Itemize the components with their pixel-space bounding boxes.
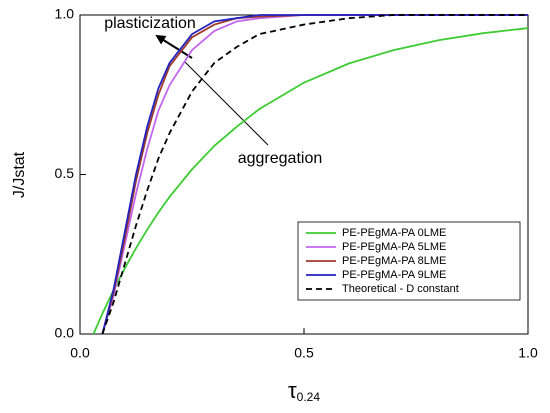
x-tick-label: 0.5 [294, 345, 314, 361]
y-tick-label: 1.0 [55, 6, 75, 22]
annotation: plasticization [104, 15, 196, 32]
legend-label: PE-PEgMA-PA 5LME [342, 241, 446, 253]
x-axis-label-sub: 0.24 [297, 390, 321, 404]
x-axis-label-main: τ [288, 378, 297, 403]
series-line [101, 14, 528, 335]
annotation-arrow [155, 34, 193, 59]
x-tick-label: 1.0 [518, 345, 538, 361]
annotation-arrow [184, 61, 269, 146]
legend-label: PE-PEgMA-PA 8LME [342, 255, 446, 267]
legend-label: PE-PEgMA-PA 9LME [342, 269, 446, 281]
series-line [101, 14, 528, 335]
legend-label: Theoretical - D constant [342, 283, 459, 295]
y-tick-label: 0.5 [55, 165, 75, 181]
y-axis-label: J/Jstat [11, 151, 28, 198]
x-tick-label: 0.0 [70, 345, 90, 361]
annotation: aggregation [238, 150, 323, 167]
x-axis-label: τ0.24 [288, 378, 320, 404]
legend-label: PE-PEgMA-PA 0LME [342, 227, 446, 239]
y-tick-label: 0.0 [55, 325, 75, 341]
